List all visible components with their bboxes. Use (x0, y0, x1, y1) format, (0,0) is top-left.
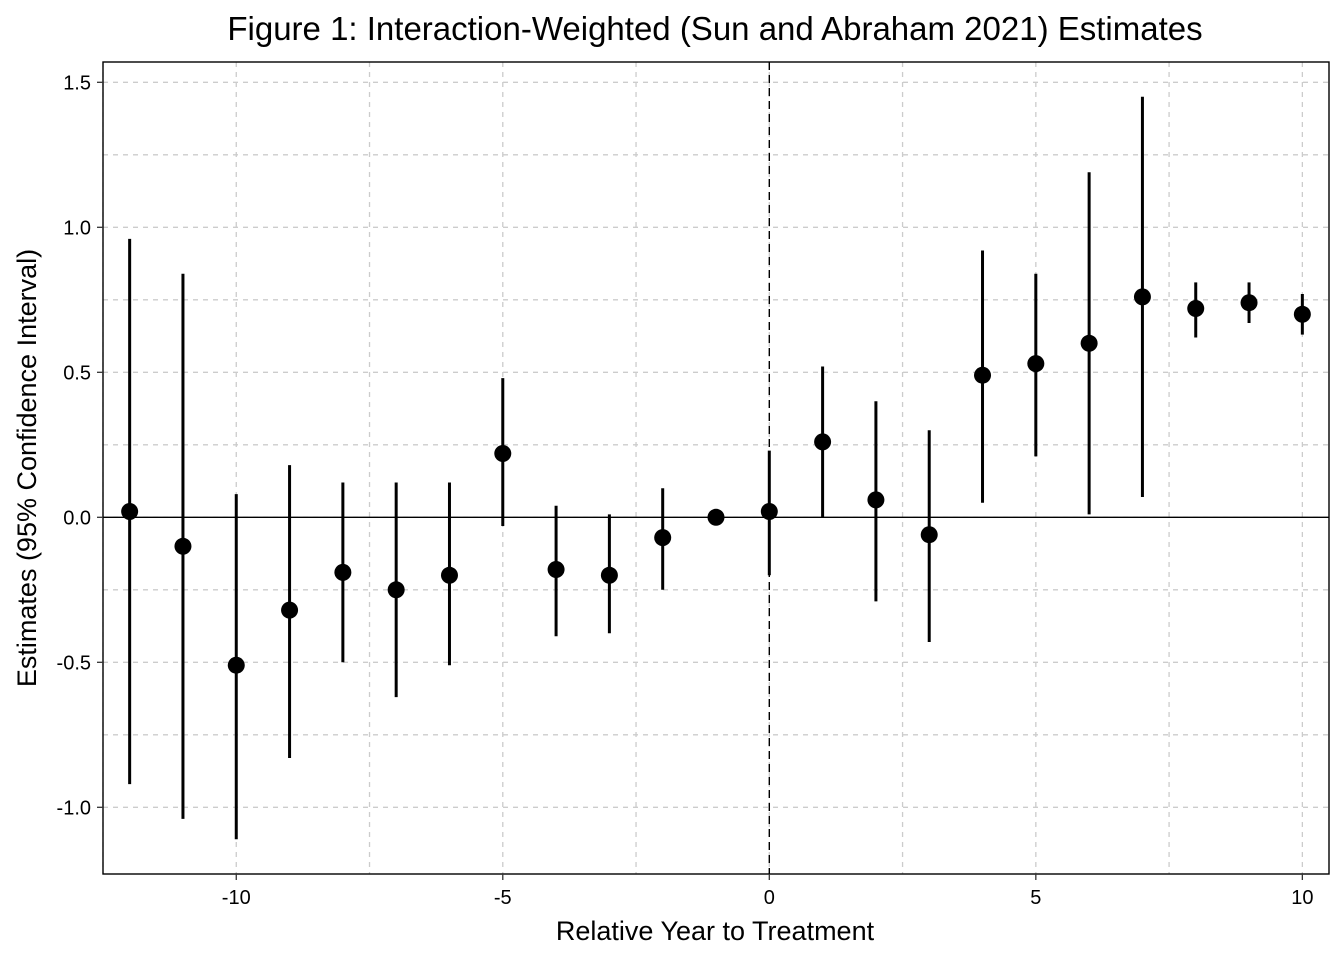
data-marks (121, 96, 1311, 840)
estimate-point (1293, 305, 1311, 323)
estimate-point (494, 445, 512, 462)
estimate-point (121, 503, 139, 520)
y-tick-label: 1.5 (63, 72, 91, 94)
estimate-point (600, 566, 618, 584)
estimate-point (1080, 334, 1098, 352)
estimate-point (387, 581, 405, 599)
chart-title: Figure 1: Interaction-Weighted (Sun and … (227, 10, 1202, 47)
y-tick-label: 1.0 (63, 217, 91, 239)
x-axis-ticks: -10 -5 0 5 10 (222, 874, 1313, 909)
y-axis-ticks: 1.5 1.0 0.5 0.0 -0.5 -1.0 (57, 72, 103, 819)
x-tick-label: -5 (494, 887, 512, 909)
y-tick-label: 0.5 (63, 362, 91, 384)
estimate-point (440, 566, 458, 584)
estimate-point (281, 601, 299, 619)
estimate-point (1133, 288, 1151, 306)
estimate-point (654, 529, 672, 547)
estimate-point (920, 526, 938, 544)
estimate-point (760, 503, 778, 520)
estimate-point (547, 561, 565, 578)
plot-panel-border (102, 61, 1330, 875)
reference-lines (103, 62, 1329, 874)
estimate-point (1027, 355, 1045, 373)
grid (102, 62, 1329, 874)
estimate-point (814, 433, 832, 451)
y-axis-title: Estimates (95% Confidence Interval) (12, 249, 42, 687)
y-tick-label: -1.0 (57, 797, 91, 819)
y-tick-label: 0.0 (63, 507, 91, 529)
estimate-point (1240, 294, 1258, 312)
y-tick-label: -0.5 (57, 652, 91, 674)
x-axis-title: Relative Year to Treatment (556, 916, 875, 946)
estimate-point (867, 491, 885, 509)
estimate-point (707, 508, 725, 526)
estimate-point (974, 366, 992, 384)
estimate-point (1187, 300, 1205, 317)
x-tick-label: 5 (1030, 887, 1041, 909)
x-tick-label: -10 (222, 887, 251, 909)
estimate-point (227, 656, 245, 674)
x-tick-label: 0 (764, 887, 775, 909)
x-tick-label: 10 (1291, 887, 1313, 909)
estimate-point (334, 563, 352, 581)
estimate-point (174, 537, 192, 555)
